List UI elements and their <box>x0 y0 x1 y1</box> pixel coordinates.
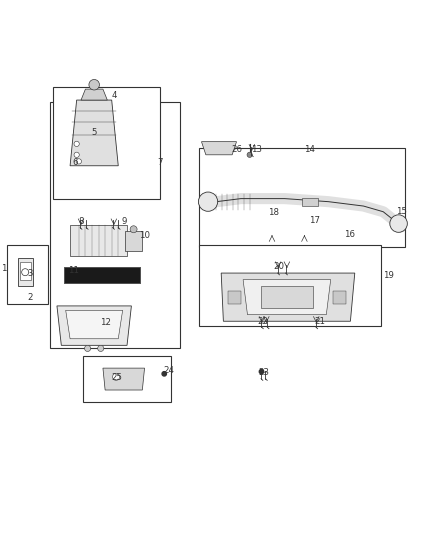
Text: 18: 18 <box>268 208 279 217</box>
Circle shape <box>130 226 137 233</box>
Polygon shape <box>66 310 123 339</box>
Circle shape <box>162 372 166 376</box>
Polygon shape <box>103 368 145 390</box>
Bar <box>199 148 405 247</box>
Polygon shape <box>57 306 131 345</box>
Circle shape <box>89 79 99 90</box>
Polygon shape <box>70 100 118 166</box>
Bar <box>64 268 140 283</box>
Circle shape <box>113 374 120 381</box>
Polygon shape <box>243 280 331 314</box>
Bar <box>53 87 160 199</box>
Text: 14: 14 <box>304 144 315 154</box>
Circle shape <box>198 192 218 211</box>
Bar <box>20 262 31 280</box>
Polygon shape <box>221 273 355 321</box>
Text: 5: 5 <box>91 127 97 136</box>
Bar <box>7 245 48 304</box>
Text: 4: 4 <box>112 91 117 100</box>
Text: 26: 26 <box>231 144 242 154</box>
Bar <box>333 290 346 304</box>
Polygon shape <box>201 142 237 155</box>
Text: 3: 3 <box>27 270 33 278</box>
Text: 23: 23 <box>259 368 270 377</box>
Circle shape <box>390 215 407 232</box>
Text: 11: 11 <box>68 265 79 274</box>
Text: 20: 20 <box>273 262 284 271</box>
Text: 12: 12 <box>100 318 111 327</box>
Text: 7: 7 <box>158 158 163 167</box>
Text: 22: 22 <box>258 317 268 326</box>
Text: 13: 13 <box>251 144 261 154</box>
Polygon shape <box>70 225 127 255</box>
Circle shape <box>85 345 91 351</box>
Bar <box>64 268 140 283</box>
Text: 2: 2 <box>27 293 33 302</box>
Bar <box>228 290 241 304</box>
Text: 9: 9 <box>121 217 127 226</box>
Text: 8: 8 <box>78 217 84 226</box>
Text: 10: 10 <box>139 231 150 240</box>
Bar <box>125 231 142 251</box>
Text: 15: 15 <box>396 207 407 216</box>
Bar <box>83 356 171 402</box>
Circle shape <box>74 152 79 157</box>
Bar <box>261 286 313 308</box>
Circle shape <box>74 141 79 147</box>
Text: 16: 16 <box>344 230 355 239</box>
Text: 25: 25 <box>112 373 123 382</box>
Text: 19: 19 <box>383 271 394 280</box>
Circle shape <box>76 159 81 164</box>
Circle shape <box>247 152 252 157</box>
Polygon shape <box>81 89 107 100</box>
Text: 6: 6 <box>72 158 78 167</box>
Circle shape <box>259 369 264 374</box>
Bar <box>302 198 318 206</box>
Circle shape <box>98 345 104 351</box>
Text: 21: 21 <box>314 317 325 326</box>
Text: 1: 1 <box>1 264 7 273</box>
Bar <box>199 245 381 326</box>
Text: 24: 24 <box>163 366 174 375</box>
Bar <box>18 258 33 286</box>
Bar <box>50 102 180 348</box>
Text: 17: 17 <box>309 216 320 225</box>
